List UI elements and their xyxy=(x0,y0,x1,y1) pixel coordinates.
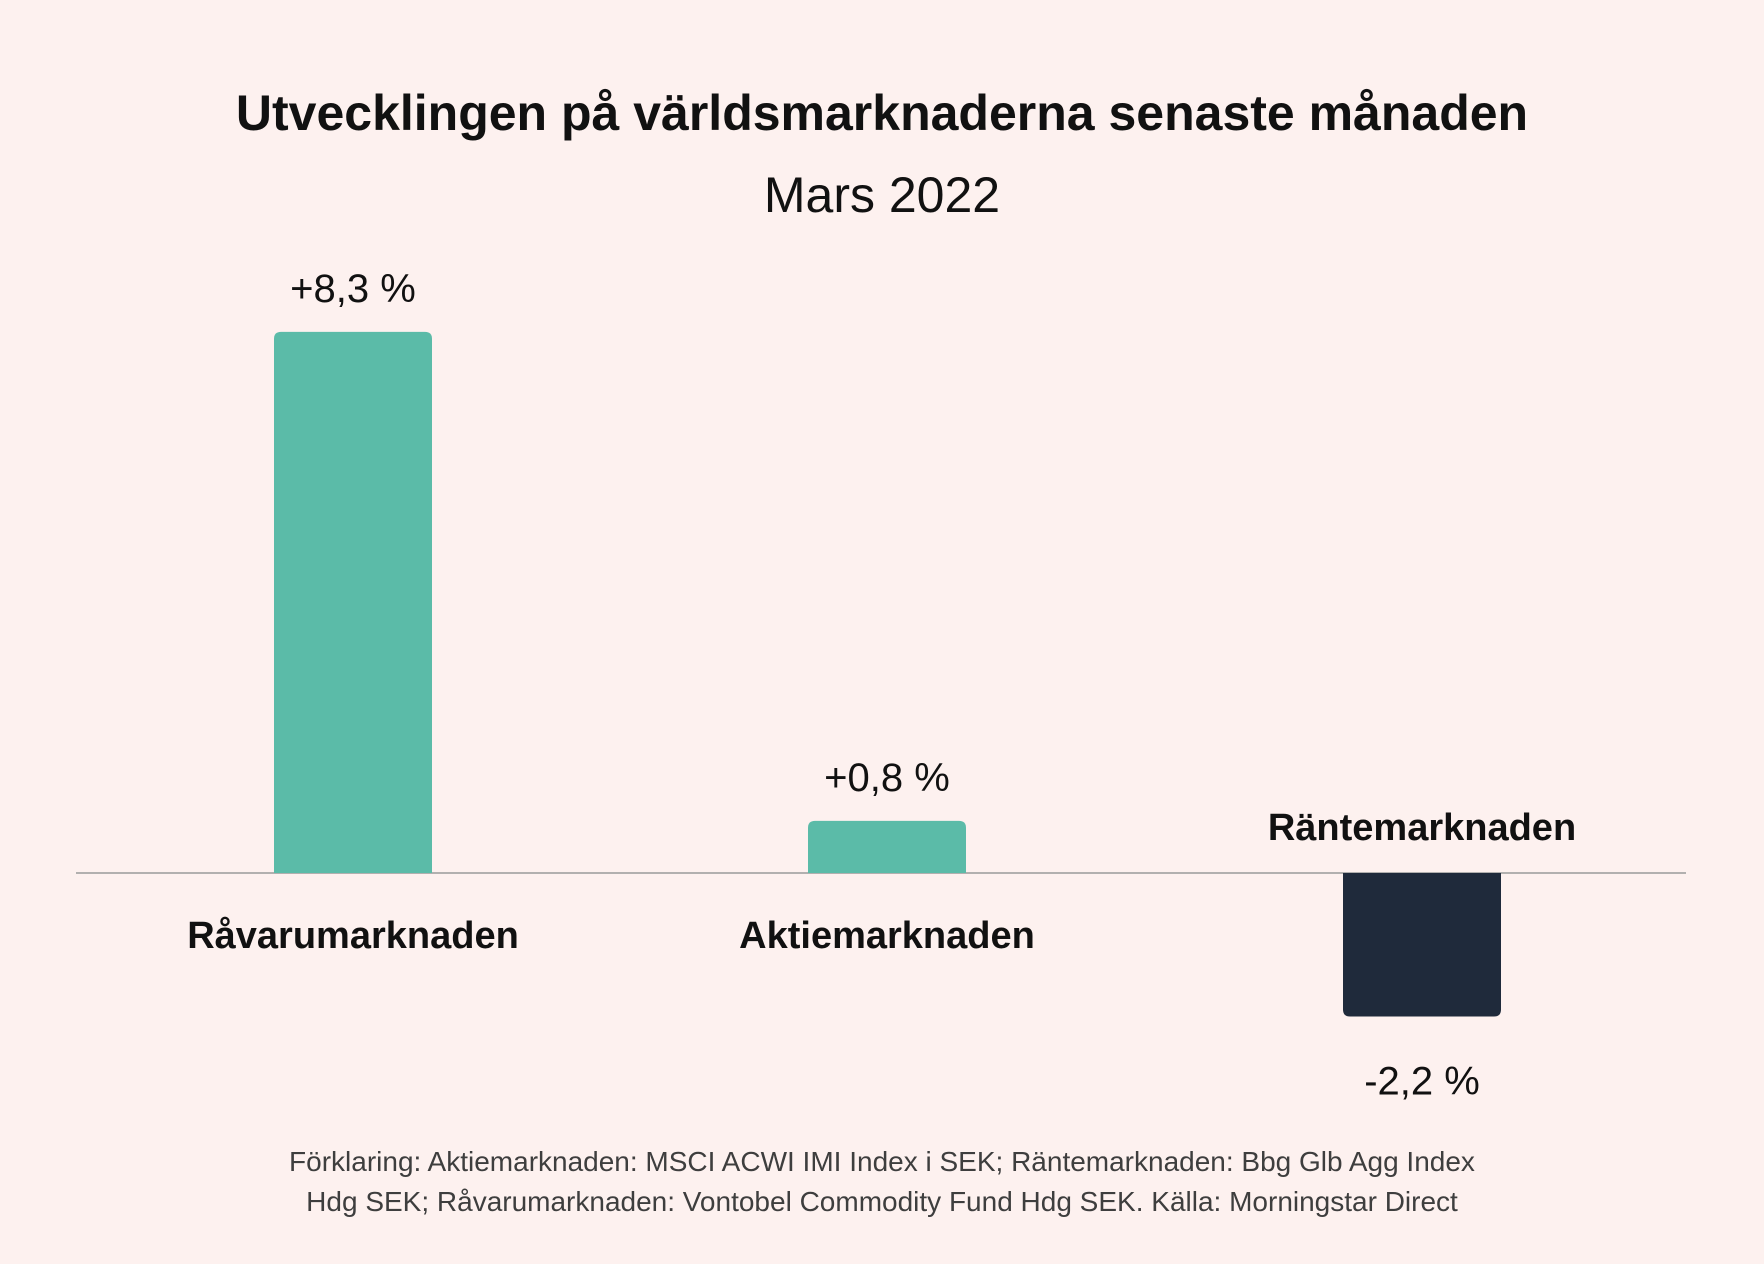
category-label-2: Räntemarknaden xyxy=(1268,807,1576,849)
value-label-1: +0,8 % xyxy=(824,756,950,800)
category-label-0: Råvarumarknaden xyxy=(187,915,519,957)
category-label-1: Aktiemarknaden xyxy=(739,915,1035,957)
footnote-line-1: Förklaring: Aktiemarknaden: MSCI ACWI IM… xyxy=(289,1146,1475,1177)
labels-layer: +8,3 % Råvarumarknaden +0,8 % Aktiemarknade… xyxy=(187,267,1576,1104)
value-label-2: -2,2 % xyxy=(1364,1059,1480,1103)
footnote-line-2: Hdg SEK; Råvarumarknaden: Vontobel Commo… xyxy=(306,1186,1458,1217)
chart-footnote: Förklaring: Aktiemarknaden: MSCI ACWI IM… xyxy=(132,1142,1632,1222)
chart-title: Utvecklingen på världsmarknaderna senast… xyxy=(235,85,1529,141)
value-label-0: +8,3 % xyxy=(290,267,416,311)
bar-1 xyxy=(808,820,966,873)
bar-0 xyxy=(274,331,432,874)
bars-layer xyxy=(274,331,1501,1017)
bar-2 xyxy=(1343,873,1501,1017)
chart-subtitle: Mars 2022 xyxy=(763,167,1001,223)
